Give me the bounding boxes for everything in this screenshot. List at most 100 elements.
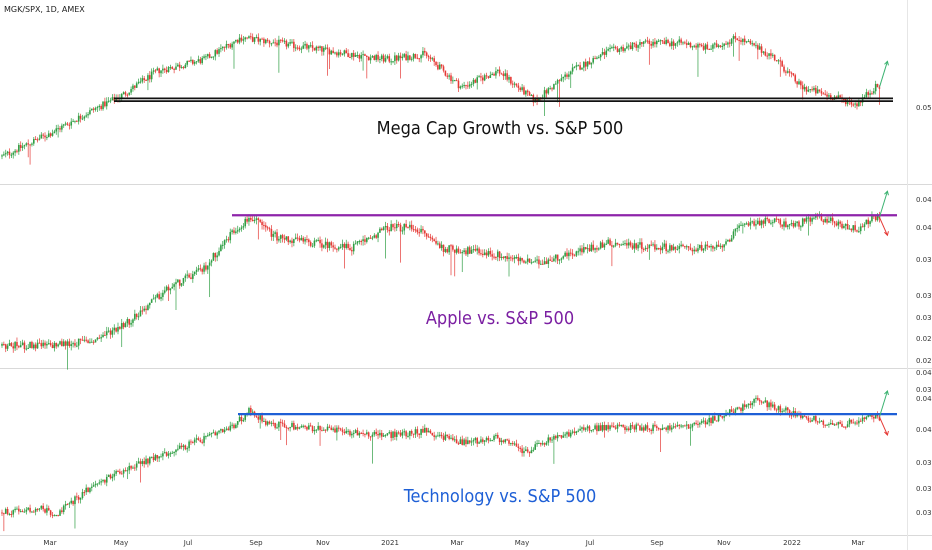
y-tick-label: 0.03 bbox=[916, 386, 932, 394]
candle-body bbox=[528, 92, 531, 96]
candle-body bbox=[38, 138, 41, 140]
candle-body bbox=[641, 427, 643, 431]
candle-body bbox=[266, 227, 269, 229]
candle-body bbox=[837, 95, 840, 99]
candle-body bbox=[360, 55, 363, 59]
candle-body bbox=[485, 252, 488, 256]
candle-body bbox=[322, 245, 325, 248]
candle-body bbox=[362, 239, 364, 242]
y-tick-label: 0.02 bbox=[916, 335, 932, 343]
candle-body bbox=[661, 427, 664, 431]
candle-body bbox=[188, 60, 190, 62]
candle-body bbox=[734, 228, 737, 232]
candle-body bbox=[566, 432, 568, 435]
candle-body bbox=[403, 54, 406, 57]
candle-body bbox=[562, 76, 565, 79]
candle-body bbox=[788, 410, 791, 416]
candle-body bbox=[714, 43, 716, 45]
candle-body bbox=[753, 398, 755, 403]
candle-body bbox=[326, 426, 329, 431]
candle-body bbox=[104, 334, 106, 336]
candle-body bbox=[154, 297, 157, 299]
candle-body bbox=[670, 427, 673, 430]
candle-body bbox=[706, 244, 709, 247]
candle-body bbox=[81, 492, 84, 498]
candle-body bbox=[206, 54, 209, 57]
candle-body bbox=[317, 46, 319, 49]
candle-body bbox=[551, 439, 553, 441]
candle-body bbox=[526, 449, 529, 452]
candle-body bbox=[42, 505, 44, 510]
candle-body bbox=[87, 114, 89, 116]
candle-body bbox=[453, 249, 456, 253]
candle-body bbox=[685, 424, 688, 426]
candle-body bbox=[130, 322, 132, 325]
candle-body bbox=[678, 246, 681, 250]
candle-body bbox=[659, 248, 662, 251]
candle-body bbox=[238, 37, 241, 43]
candle-body bbox=[543, 443, 546, 445]
candle-body bbox=[158, 456, 160, 459]
candle-body bbox=[742, 38, 744, 42]
candle-body bbox=[349, 56, 351, 58]
candle-body bbox=[440, 434, 443, 437]
panel-title: Apple vs. S&P 500 bbox=[426, 308, 574, 329]
candle-body bbox=[109, 330, 112, 335]
candle-body bbox=[141, 310, 144, 312]
candle-body bbox=[639, 425, 641, 431]
candle-body bbox=[220, 245, 222, 252]
candle-body bbox=[12, 510, 15, 515]
candle-body bbox=[36, 508, 39, 510]
candle-body bbox=[461, 439, 464, 445]
candle-body bbox=[212, 253, 215, 261]
candle-body bbox=[326, 241, 329, 249]
candle-body bbox=[435, 240, 437, 244]
candle-body bbox=[134, 313, 136, 320]
candle-body bbox=[588, 61, 591, 65]
candle-body bbox=[498, 251, 501, 259]
candle-body bbox=[858, 101, 860, 107]
candle-body bbox=[354, 55, 357, 57]
candle-body bbox=[367, 432, 370, 437]
candle-body bbox=[422, 51, 424, 56]
candle-body bbox=[635, 424, 638, 430]
candle-body bbox=[583, 61, 585, 68]
candle-body bbox=[259, 415, 261, 420]
candle-body bbox=[167, 453, 170, 456]
candle-body bbox=[530, 450, 533, 454]
candle-body bbox=[98, 337, 101, 339]
candle-body bbox=[294, 426, 297, 430]
candle-body bbox=[564, 252, 566, 257]
candle-body bbox=[429, 236, 432, 238]
candle-body bbox=[768, 402, 770, 408]
candle-body bbox=[89, 341, 91, 343]
candle-body bbox=[115, 98, 117, 101]
candle-body bbox=[450, 75, 452, 82]
candle-body bbox=[511, 258, 514, 260]
candle-body bbox=[409, 430, 411, 436]
candle-body bbox=[689, 42, 692, 48]
candle-body bbox=[311, 426, 314, 432]
candle-body bbox=[225, 239, 228, 241]
candle-body bbox=[407, 55, 409, 61]
candle-body bbox=[745, 223, 748, 225]
candle-body bbox=[861, 417, 864, 422]
candle-body bbox=[813, 415, 815, 420]
candle-body bbox=[14, 342, 16, 349]
candle-body bbox=[10, 343, 13, 347]
candle-body bbox=[452, 245, 454, 250]
candle-body bbox=[813, 87, 815, 91]
candle-body bbox=[525, 90, 527, 95]
candle-body bbox=[656, 426, 658, 428]
candle-body bbox=[764, 400, 767, 403]
candle-body bbox=[553, 436, 555, 440]
candle-body bbox=[489, 440, 492, 442]
candle-body bbox=[511, 83, 514, 85]
candle-body bbox=[672, 41, 675, 46]
candle-body bbox=[49, 133, 52, 136]
candle-body bbox=[489, 75, 492, 78]
candle-body bbox=[92, 341, 95, 343]
candle-body bbox=[122, 470, 125, 474]
candle-body bbox=[148, 302, 151, 306]
arrow-head bbox=[884, 190, 889, 196]
